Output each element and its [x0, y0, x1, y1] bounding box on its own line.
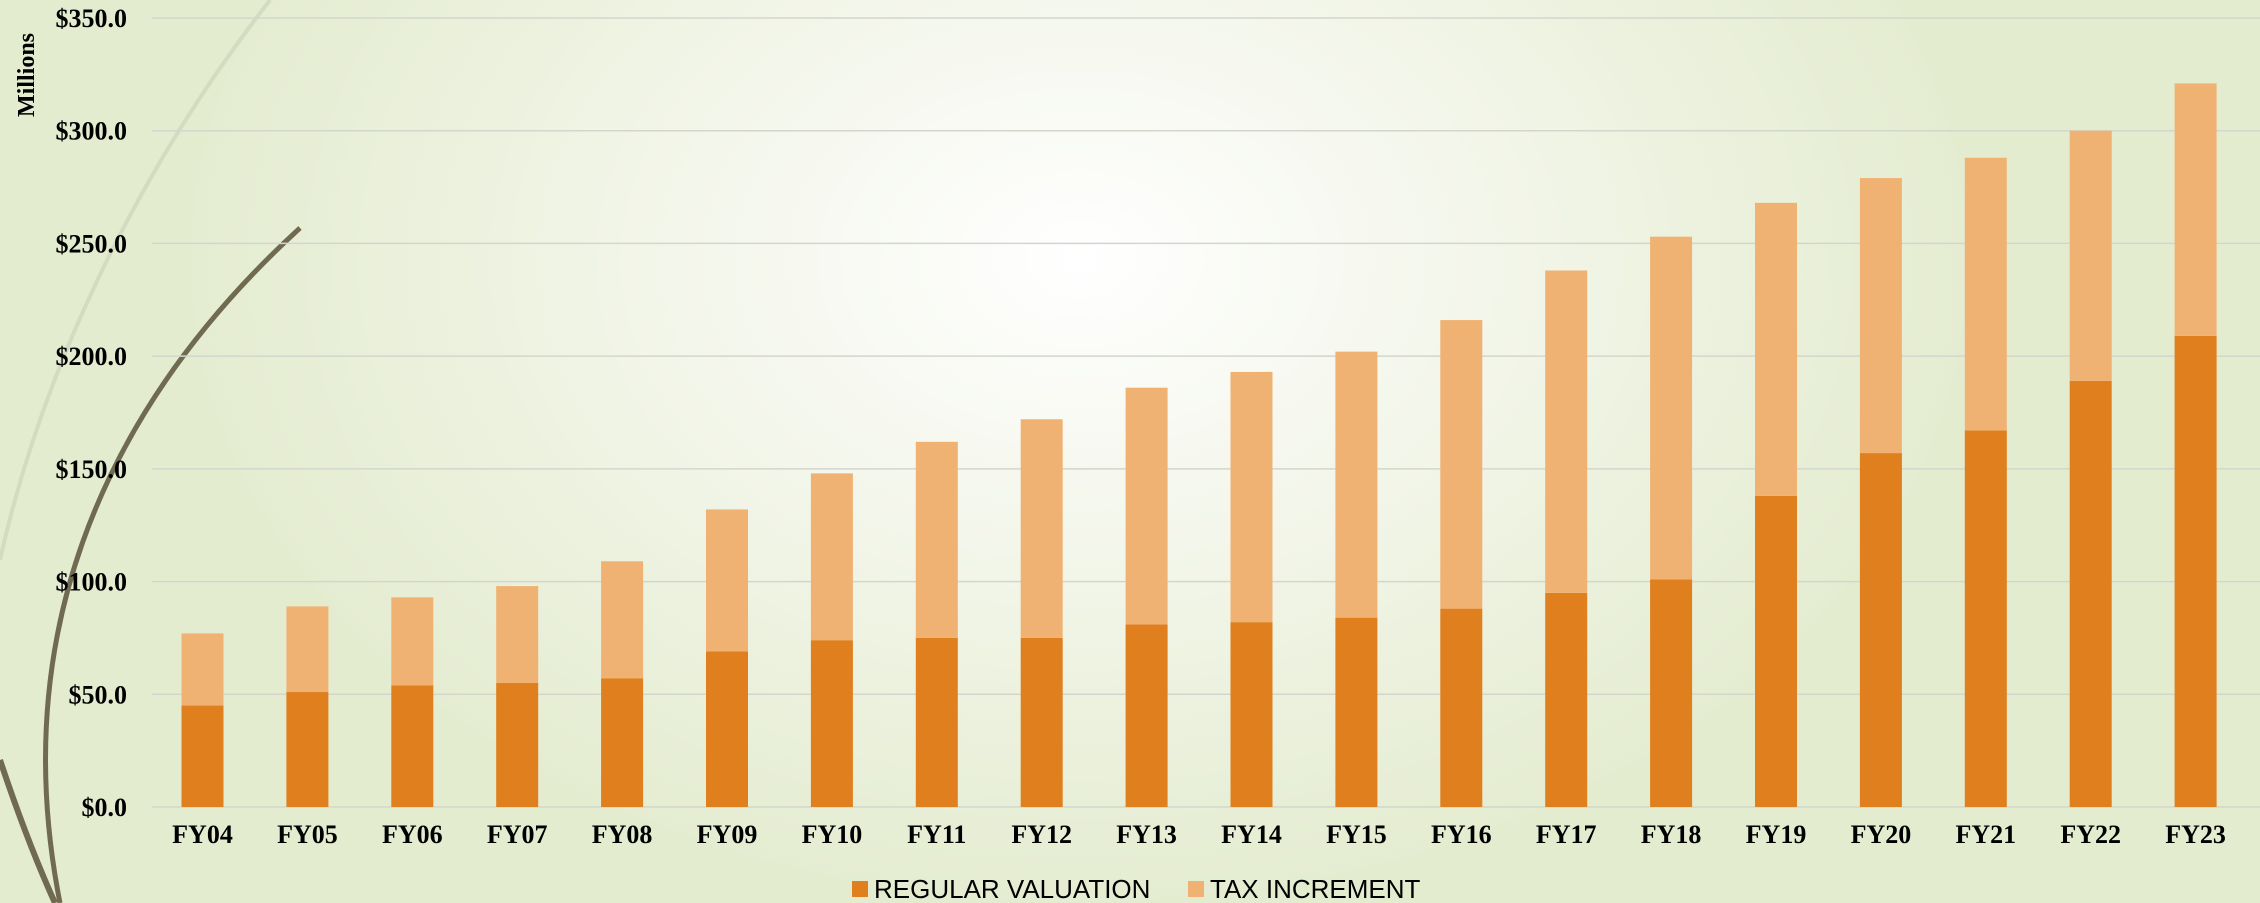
bar-regular-valuation-fy19 — [1755, 495, 1797, 807]
x-tick-label: FY08 — [592, 820, 653, 849]
y-tick-label: $50.0 — [69, 680, 128, 709]
x-tick-label: FY10 — [802, 820, 863, 849]
x-tick-label: FY06 — [382, 820, 443, 849]
bar-regular-valuation-fy22 — [2069, 380, 2112, 807]
x-tick-label: FY11 — [907, 820, 966, 849]
bar-tax-increment-fy23 — [2174, 83, 2217, 336]
bar-tax-increment-fy04 — [181, 633, 224, 706]
x-tick-label: FY17 — [1536, 820, 1597, 849]
bar-regular-valuation-fy06 — [391, 685, 434, 807]
x-tick-label: FY23 — [2165, 820, 2226, 849]
x-tick-label: FY22 — [2060, 820, 2121, 849]
bar-tax-increment-fy07 — [496, 586, 539, 684]
bar-regular-valuation-fy17 — [1545, 592, 1588, 807]
bar-regular-valuation-fy12 — [1020, 637, 1063, 807]
x-tick-label: FY05 — [277, 820, 338, 849]
x-tick-label: FY18 — [1641, 820, 1702, 849]
y-axis-title: Millions — [14, 33, 40, 117]
bar-tax-increment-fy21 — [1964, 157, 2007, 431]
x-tick-label: FY09 — [697, 820, 758, 849]
bar-regular-valuation-fy07 — [496, 683, 539, 807]
gridlines — [152, 17, 2260, 808]
y-tick-label: $200.0 — [56, 342, 128, 371]
bar-tax-increment-fy06 — [391, 597, 434, 686]
y-tick-label: $350.0 — [56, 4, 128, 33]
y-tick-label: $250.0 — [56, 229, 128, 258]
bar-regular-valuation-fy14 — [1230, 622, 1273, 807]
legend: REGULAR VALUATION TAX INCREMENT — [852, 874, 1421, 903]
bar-regular-valuation-fy08 — [601, 678, 644, 807]
bar-regular-valuation-fy05 — [286, 692, 329, 807]
x-tick-label: FY19 — [1746, 820, 1807, 849]
bar-regular-valuation-fy18 — [1650, 579, 1693, 807]
legend-label: TAX INCREMENT — [1210, 874, 1421, 903]
x-tick-label: FY14 — [1221, 820, 1282, 849]
y-tick-label: $300.0 — [56, 117, 128, 146]
legend-swatch — [852, 881, 868, 897]
bar-tax-increment-fy08 — [601, 561, 644, 679]
bar-tax-increment-fy15 — [1335, 351, 1378, 618]
x-tick-label: FY04 — [172, 820, 233, 849]
bar-tax-increment-fy17 — [1545, 270, 1588, 593]
x-tick-label: FY12 — [1011, 820, 1072, 849]
bar-regular-valuation-fy11 — [915, 637, 958, 807]
x-axis: FY04 FY05 FY06 FY07 FY08 FY09 FY10 FY11 FY12 FY13… — [172, 820, 2226, 849]
bar-regular-valuation-fy23 — [2174, 335, 2217, 807]
bar-tax-increment-fy12 — [1020, 419, 1063, 638]
bar-tax-increment-fy05 — [286, 606, 329, 693]
bar-tax-increment-fy11 — [915, 441, 958, 638]
x-tick-label: FY20 — [1851, 820, 1912, 849]
y-tick-label: $150.0 — [56, 455, 128, 484]
y-axis: $0.0 $50.0 $100.0 $150.0 $200.0 $250.0 $300.0 $… — [56, 4, 128, 822]
bar-regular-valuation-fy10 — [810, 640, 853, 807]
x-tick-label: FY07 — [487, 820, 548, 849]
bar-regular-valuation-fy21 — [1964, 430, 2007, 807]
bar-tax-increment-fy09 — [706, 509, 748, 652]
bars — [181, 83, 2217, 807]
bar-tax-increment-fy10 — [810, 473, 853, 641]
y-tick-label: $100.0 — [56, 568, 128, 597]
legend-label: REGULAR VALUATION — [874, 874, 1150, 903]
bar-regular-valuation-fy16 — [1440, 608, 1483, 807]
bar-tax-increment-fy13 — [1125, 387, 1168, 625]
bar-regular-valuation-fy04 — [181, 705, 224, 807]
x-tick-label: FY13 — [1116, 820, 1177, 849]
x-tick-label: FY21 — [1955, 820, 2016, 849]
decorative-swoosh — [0, 0, 302, 903]
bar-regular-valuation-fy20 — [1859, 453, 1902, 807]
legend-swatch — [1188, 881, 1204, 897]
bar-regular-valuation-fy09 — [706, 651, 748, 807]
bar-tax-increment-fy18 — [1650, 236, 1693, 580]
y-tick-label: $0.0 — [82, 793, 128, 822]
bar-tax-increment-fy20 — [1859, 178, 1902, 454]
bar-tax-increment-fy19 — [1755, 202, 1797, 496]
x-tick-label: FY16 — [1431, 820, 1492, 849]
bar-regular-valuation-fy15 — [1335, 617, 1378, 807]
x-tick-label: FY15 — [1326, 820, 1387, 849]
bar-tax-increment-fy14 — [1230, 371, 1273, 623]
bar-tax-increment-fy16 — [1440, 320, 1483, 609]
bar-regular-valuation-fy13 — [1125, 624, 1168, 807]
bar-tax-increment-fy22 — [2069, 130, 2112, 381]
